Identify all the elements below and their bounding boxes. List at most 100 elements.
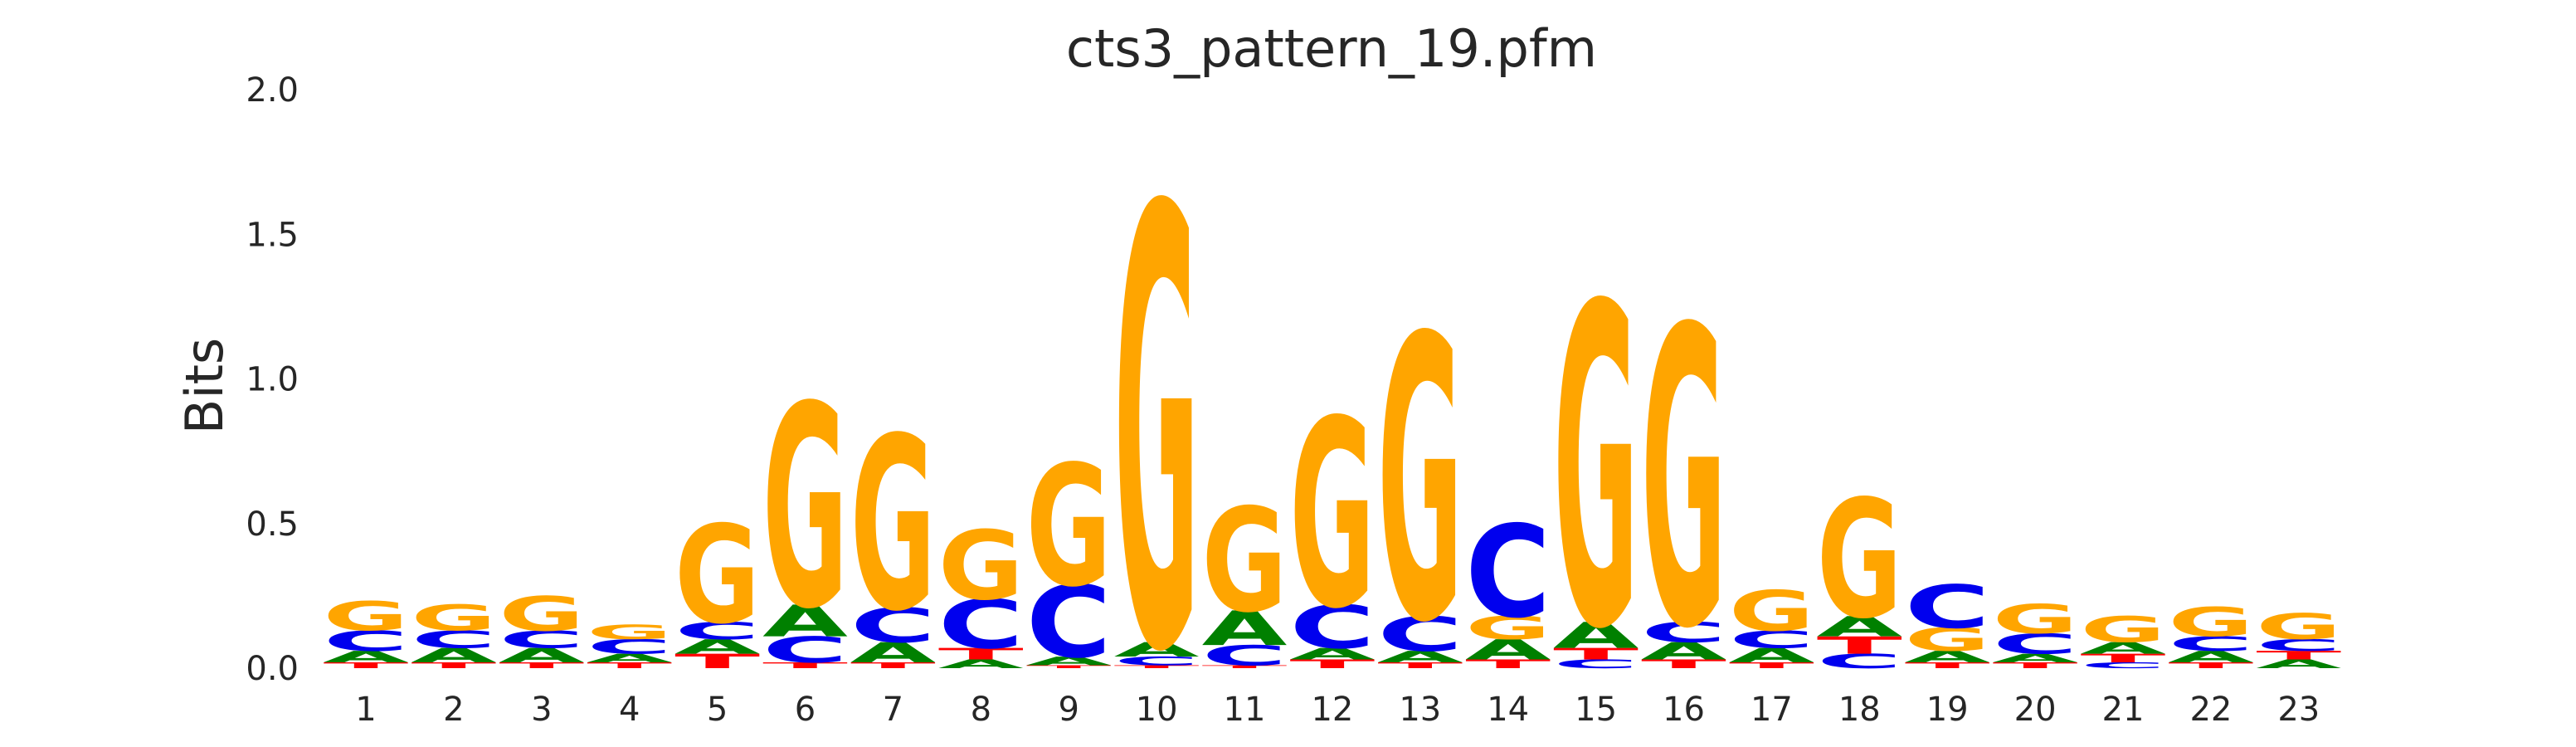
- letter-A: A: [850, 637, 936, 669]
- letter-G: G: [1465, 610, 1551, 647]
- letter-C: C: [2168, 632, 2253, 656]
- x-tick-label: 7: [883, 691, 903, 729]
- letter-C: C: [1114, 654, 1200, 668]
- letter-A: A: [2168, 648, 2254, 666]
- letter-T: T: [2081, 652, 2166, 666]
- letter-T: T: [324, 661, 409, 670]
- letter-C: C: [1465, 499, 1551, 647]
- x-tick-label: 5: [707, 691, 728, 729]
- letter-T: T: [1641, 657, 1726, 671]
- letter-A: A: [587, 652, 672, 666]
- letter-C: C: [674, 618, 760, 645]
- letter-C: C: [1641, 617, 1726, 649]
- letter-C: C: [762, 630, 848, 671]
- letter-G: G: [1729, 579, 1814, 644]
- letter-A: A: [1553, 615, 1639, 657]
- letter-G: G: [2168, 600, 2253, 646]
- letter-G: G: [1993, 597, 2078, 642]
- letter-G: G: [1289, 365, 1375, 666]
- y-axis-ticks: 0.0 0.5 1.0 1.5 2.0: [246, 71, 299, 688]
- letter-T: T: [1993, 661, 2078, 670]
- letter-C: C: [1377, 608, 1463, 662]
- letter-C: C: [1553, 657, 1639, 671]
- letter-T: T: [1289, 657, 1375, 671]
- letter-T: T: [1026, 665, 1112, 670]
- letter-T: T: [499, 661, 584, 670]
- letter-C: C: [1202, 640, 1288, 672]
- x-tick-label: 16: [1663, 691, 1705, 729]
- letter-A: A: [1641, 637, 1727, 665]
- letter-T: T: [1905, 661, 1990, 670]
- y-axis-label: Bits: [174, 338, 235, 434]
- letter-G: G: [762, 348, 848, 671]
- x-axis-ticks: 1 2 3 4 5 6 7 8 9 10 11 12 13 14 15 16 17 18 19 20 21 22 23: [355, 691, 2320, 729]
- letter-G: G: [1553, 214, 1639, 726]
- letter-C: C: [850, 598, 936, 653]
- letter-C: C: [1729, 626, 1814, 653]
- x-tick-label: 22: [2189, 691, 2232, 729]
- x-tick-label: 9: [1058, 691, 1079, 729]
- x-tick-label: 21: [2102, 691, 2145, 729]
- x-tick-label: 23: [2277, 691, 2320, 729]
- letter-A: A: [1905, 648, 1991, 666]
- x-tick-label: 14: [1487, 691, 1529, 729]
- y-tick-label: 2.0: [246, 71, 299, 110]
- y-tick-label: 0.5: [246, 505, 299, 544]
- letter-A: A: [762, 596, 848, 647]
- letter-C: C: [2081, 661, 2166, 670]
- x-tick-label: 1: [355, 691, 376, 729]
- letter-A: A: [411, 644, 496, 667]
- letter-C: C: [324, 625, 409, 657]
- letter-A: A: [938, 657, 1024, 671]
- letter-G: G: [411, 598, 496, 639]
- letter-A: A: [1729, 644, 1814, 667]
- letter-A: A: [1202, 602, 1288, 657]
- letter-C: C: [1289, 593, 1375, 662]
- letter-G: G: [324, 594, 409, 640]
- x-tick-label: 2: [443, 691, 464, 729]
- x-tick-label: 3: [531, 691, 552, 729]
- x-tick-label: 8: [971, 691, 991, 729]
- letter-T: T: [1553, 645, 1639, 663]
- y-tick-label: 1.5: [246, 216, 299, 254]
- y-tick-label: 0.0: [246, 650, 299, 688]
- letter-C: C: [1905, 574, 1990, 642]
- letter-A: A: [674, 635, 760, 658]
- x-tick-label: 6: [795, 691, 816, 729]
- x-tick-label: 18: [1838, 691, 1881, 729]
- x-tick-label: 15: [1575, 691, 1617, 729]
- letter-T: T: [762, 661, 848, 670]
- letter-T: T: [587, 661, 672, 670]
- letter-T: T: [411, 661, 496, 670]
- x-tick-label: 4: [619, 691, 640, 729]
- letter-T: T: [1729, 661, 1814, 670]
- letter-G: G: [1114, 84, 1200, 747]
- letter-A: A: [324, 648, 410, 666]
- letter-A: A: [1465, 634, 1551, 666]
- x-tick-label: 13: [1399, 691, 1441, 729]
- letter-T: T: [1817, 632, 1902, 659]
- letter-G: G: [587, 621, 672, 644]
- letter-G: G: [1377, 256, 1463, 708]
- letter-G: G: [499, 586, 584, 642]
- letter-G: G: [674, 497, 760, 654]
